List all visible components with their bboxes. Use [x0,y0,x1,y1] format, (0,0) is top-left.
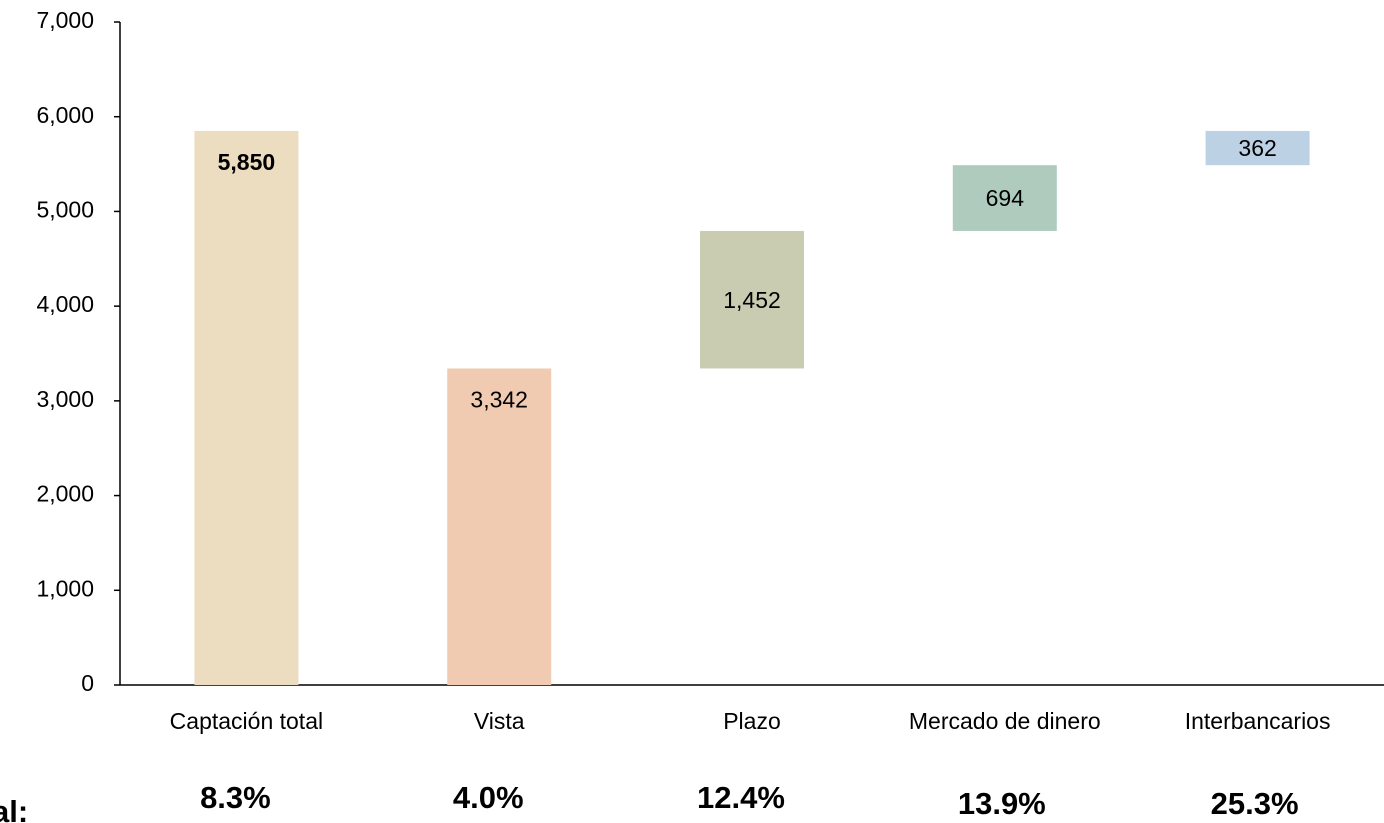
growth-label: 12.4% [697,780,785,815]
bar [194,130,299,685]
bar [447,368,552,685]
y-tick-label: 0 [81,670,94,696]
data-label: 694 [986,185,1025,211]
x-tick-label: Captación total [170,708,323,734]
y-tick-label: 5,000 [36,197,94,223]
x-tick-label: Interbancarios [1185,708,1331,734]
bar [1205,130,1310,166]
bar [952,165,1057,231]
growth-label: 8.3% [200,780,271,815]
y-tick-label: 1,000 [36,575,94,601]
data-label: 1,452 [723,287,781,313]
data-label: 3,342 [470,387,528,413]
growth-title: al: [0,794,28,823]
y-tick-label: 4,000 [36,291,94,317]
data-label: 5,850 [218,149,276,175]
data-label: 362 [1238,135,1276,161]
growth-label: 4.0% [453,780,524,815]
y-tick-label: 3,000 [36,386,94,412]
growth-label: 25.3% [1211,786,1299,821]
x-tick-label: Vista [474,708,525,734]
y-tick-label: 2,000 [36,481,94,507]
growth-label: 13.9% [958,786,1046,821]
y-tick-label: 6,000 [36,102,94,128]
y-tick-label: 7,000 [36,7,94,33]
x-tick-label: Mercado de dinero [909,708,1101,734]
bar [700,230,804,369]
x-tick-label: Plazo [723,708,781,734]
